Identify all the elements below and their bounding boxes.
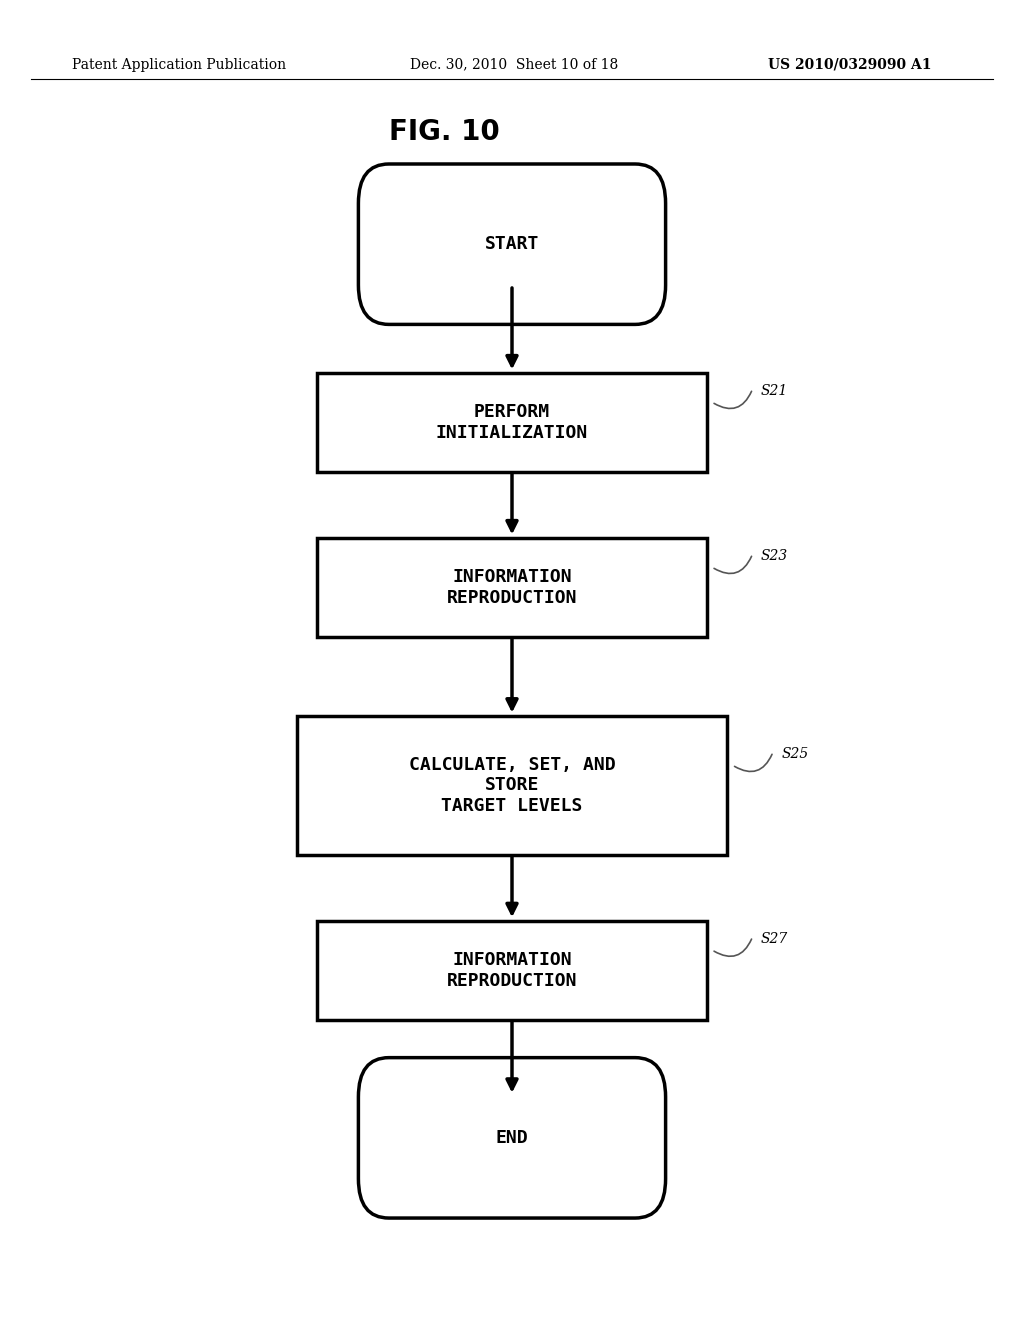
Text: US 2010/0329090 A1: US 2010/0329090 A1 — [768, 58, 932, 71]
Text: CALCULATE, SET, AND
STORE
TARGET LEVELS: CALCULATE, SET, AND STORE TARGET LEVELS — [409, 755, 615, 816]
Text: END: END — [496, 1129, 528, 1147]
Bar — [317, 921, 707, 1019]
Text: PERFORM
INITIALIZATION: PERFORM INITIALIZATION — [436, 403, 588, 442]
Text: S25: S25 — [781, 747, 809, 762]
Text: START: START — [484, 235, 540, 253]
Text: FIG. 10: FIG. 10 — [389, 117, 500, 147]
Text: S23: S23 — [761, 549, 788, 564]
FancyBboxPatch shape — [358, 1057, 666, 1218]
Text: Patent Application Publication: Patent Application Publication — [72, 58, 286, 71]
Text: Dec. 30, 2010  Sheet 10 of 18: Dec. 30, 2010 Sheet 10 of 18 — [410, 58, 617, 71]
Text: INFORMATION
REPRODUCTION: INFORMATION REPRODUCTION — [446, 568, 578, 607]
Text: S21: S21 — [761, 384, 788, 399]
Text: S27: S27 — [761, 932, 788, 946]
Bar — [317, 537, 707, 636]
Bar — [317, 372, 707, 471]
FancyBboxPatch shape — [358, 164, 666, 325]
Bar — [297, 715, 727, 855]
Text: INFORMATION
REPRODUCTION: INFORMATION REPRODUCTION — [446, 950, 578, 990]
